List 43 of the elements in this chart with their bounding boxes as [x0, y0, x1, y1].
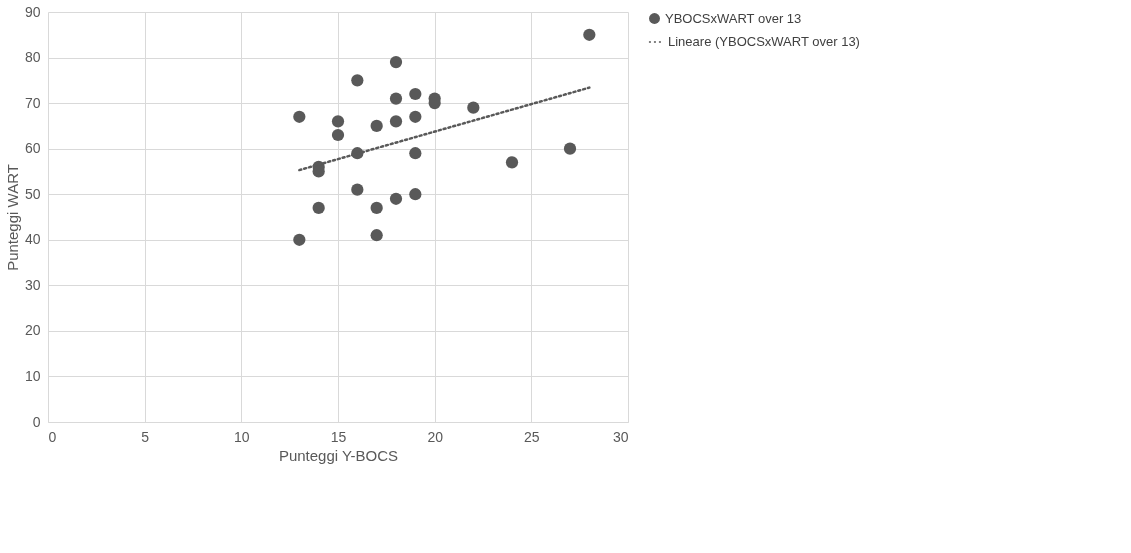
point	[312, 201, 325, 214]
y-tick-label: 0	[32, 413, 41, 430]
y-tick-label: 60	[24, 140, 41, 157]
point	[389, 56, 403, 69]
legend-label: Lineare (YBOCSxWART over 13)	[668, 34, 860, 49]
point	[370, 201, 383, 214]
x-tick-label: 15	[330, 428, 347, 445]
x-axis-title: Punteggi Y-BOCS	[278, 446, 399, 464]
point	[293, 110, 306, 123]
point	[505, 156, 519, 169]
y-tick-label: 70	[24, 94, 41, 111]
y-tick-label: 80	[24, 49, 41, 66]
y-axis-title: Punteggi WART	[3, 164, 21, 271]
point	[409, 110, 422, 123]
x-tick-label: 10	[234, 428, 250, 445]
point	[563, 142, 577, 155]
point	[351, 183, 364, 196]
x-tick-label: 30	[612, 428, 629, 445]
y-tick-label: 20	[24, 322, 41, 339]
x-tick-label: 25	[524, 428, 540, 445]
y-tick-label: 50	[24, 185, 41, 202]
point	[467, 101, 480, 114]
y-tick-label: 90	[24, 3, 41, 20]
x-tick-label: 5	[141, 428, 150, 445]
point	[389, 192, 403, 205]
point	[389, 92, 403, 105]
point	[331, 128, 345, 142]
point	[583, 28, 596, 41]
y-tick-label: 30	[24, 276, 41, 293]
point	[370, 119, 383, 132]
legend-label: YBOCSxWART over 13	[665, 10, 802, 26]
y-tick-label: 40	[24, 231, 41, 248]
point	[409, 87, 422, 101]
x-tick-label: 20	[427, 428, 444, 445]
point	[409, 147, 422, 160]
y-tick-label: 10	[24, 367, 41, 384]
point	[293, 233, 306, 246]
point	[351, 74, 364, 87]
point	[409, 188, 422, 201]
x-tick-label: 0	[48, 428, 57, 445]
point	[370, 229, 383, 242]
point	[389, 115, 403, 128]
point	[331, 115, 345, 128]
